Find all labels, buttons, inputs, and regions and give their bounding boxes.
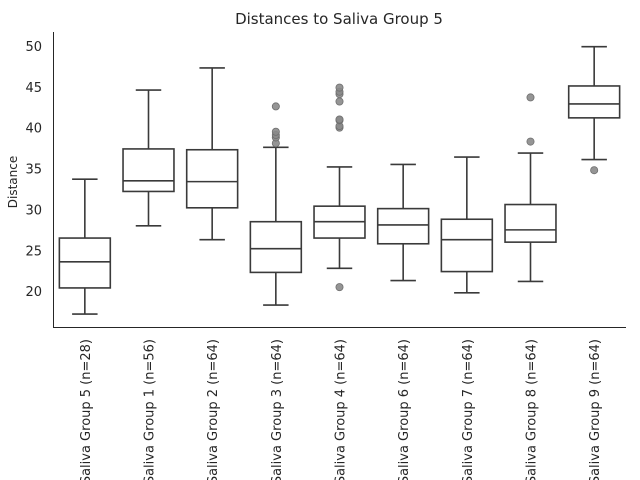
y-axis-label: Distance <box>6 156 20 208</box>
outlier-point <box>271 102 280 111</box>
box-group <box>376 163 430 282</box>
iqr-box <box>122 148 175 193</box>
iqr-box <box>58 237 112 289</box>
box-series <box>58 45 621 315</box>
iqr-box <box>504 203 557 243</box>
x-tick-label: Saliva Group 1 (n=56) <box>143 339 158 480</box>
y-tick-label: 30 <box>25 203 42 218</box>
y-tick-label: 45 <box>25 81 42 96</box>
iqr-box <box>249 220 303 274</box>
y-tick-labels: 20 25 30 35 40 45 50 <box>25 40 42 300</box>
chart-title: Distances to Saliva Group 5 <box>235 10 443 28</box>
outlier-point <box>335 97 344 106</box>
outlier-point <box>526 137 535 146</box>
x-tick-labels: Saliva Group 5 (n=28) Saliva Group 1 (n=5… <box>79 339 603 480</box>
outlier-point <box>335 115 344 124</box>
box-group <box>567 45 621 175</box>
x-tick-label: Saliva Group 5 (n=28) <box>79 339 94 480</box>
box-group <box>185 67 239 241</box>
iqr-box <box>185 148 239 209</box>
outlier-point <box>335 283 344 292</box>
box-group <box>313 83 366 292</box>
x-tick-label: Saliva Group 3 (n=64) <box>270 339 285 480</box>
outlier-point <box>526 93 535 102</box>
y-tick-label: 35 <box>25 163 42 178</box>
box-group <box>58 178 112 315</box>
y-tick-label: 50 <box>25 40 42 55</box>
box-group <box>440 156 494 294</box>
outlier-point <box>271 127 280 136</box>
y-tick-label: 25 <box>25 244 42 259</box>
x-tick-label: Saliva Group 9 (n=64) <box>588 339 603 480</box>
iqr-box <box>567 85 621 119</box>
y-tick-label: 40 <box>25 122 42 137</box>
x-tick-label: Saliva Group 8 (n=64) <box>525 339 540 480</box>
x-tick-label: Saliva Group 7 (n=64) <box>461 339 476 480</box>
y-tick-label: 20 <box>25 285 42 300</box>
x-tick-label: Saliva Group 6 (n=64) <box>397 339 412 480</box>
box-group <box>249 102 303 306</box>
outlier-point <box>335 83 344 92</box>
x-tick-label: Saliva Group 4 (n=64) <box>334 339 349 480</box>
iqr-box <box>440 218 494 273</box>
outlier-point <box>590 166 599 175</box>
box-group <box>122 89 175 227</box>
box-group <box>504 93 557 283</box>
iqr-box <box>376 207 430 245</box>
x-tick-label: Saliva Group 2 (n=64) <box>206 339 221 480</box>
